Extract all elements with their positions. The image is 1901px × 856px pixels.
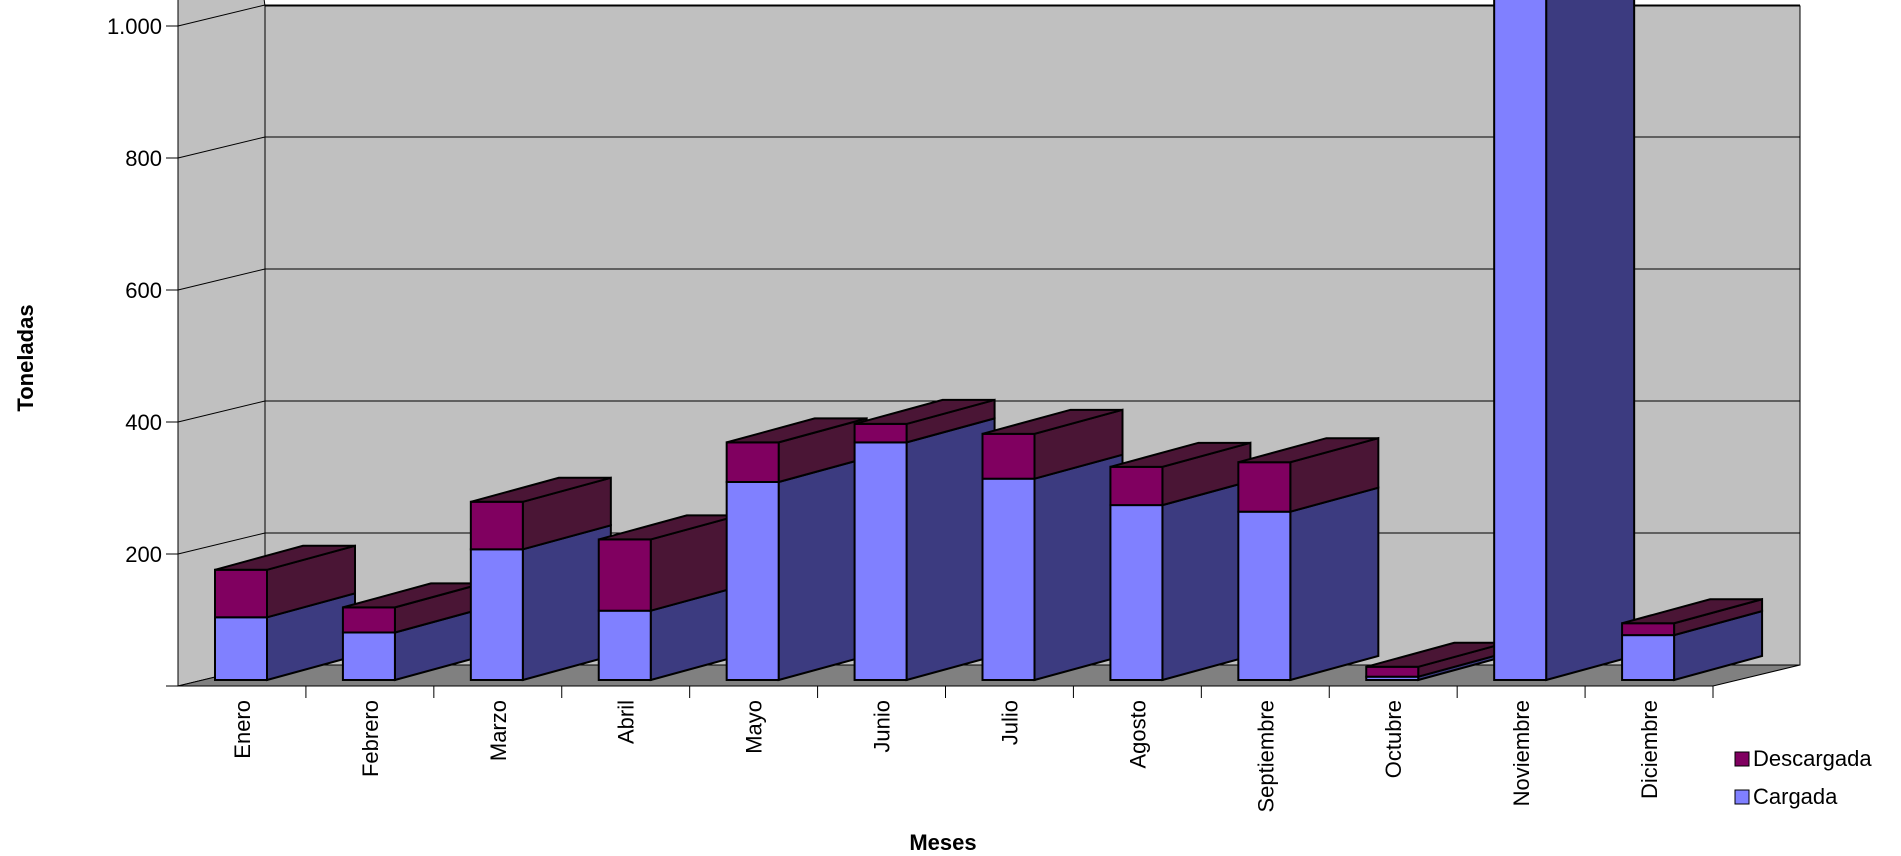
bar-cargada [469, 548, 524, 681]
x-tick-label: Mayo [742, 700, 767, 754]
legend-swatch [1734, 789, 1750, 805]
bar-cargada [1621, 634, 1676, 681]
bar-side-cargada [521, 524, 612, 682]
x-tick-label: Febrero [358, 700, 383, 777]
bar-descargada [214, 568, 268, 619]
bar-side-cargada [905, 417, 996, 682]
gridline-side [177, 400, 266, 423]
bar-side-cargada [777, 456, 868, 682]
x-tick-label: Noviembre [1509, 700, 1534, 806]
bar-descargada [1237, 461, 1292, 513]
bar-top [1238, 437, 1379, 464]
bar-top [1110, 441, 1251, 468]
bar-cargada [214, 616, 268, 681]
y-tick-label: 400 [125, 410, 162, 435]
bar-side-cargada [1289, 486, 1380, 682]
y-tick-label: 1.000 [107, 14, 162, 39]
y-axis-ticks: 2004006008001.0001.2001.4001.6001.8002.0… [107, 0, 1713, 687]
bar-cargada [597, 609, 652, 682]
bar-descargada [1109, 465, 1164, 507]
x-tick-label: Abril [614, 700, 639, 744]
bar-descargada [725, 441, 780, 483]
bar-descargada [853, 422, 908, 444]
bar-side-cargada [1161, 479, 1252, 682]
bar-top [214, 544, 356, 571]
x-tick-label: Septiembre [1253, 700, 1278, 813]
x-axis-ticks: Enero Febrero Marzo Abril Mayo Junio Julio Agos… [230, 686, 1714, 813]
gridline-side [177, 532, 266, 555]
bar-descargada [1621, 622, 1676, 637]
x-tick-label: Octubre [1381, 700, 1406, 778]
bar-cargada [1493, 0, 1548, 682]
bar-top [726, 417, 867, 444]
bar-top [982, 408, 1123, 435]
bar-side-cargada [1545, 0, 1636, 682]
bar-cargada [853, 441, 908, 681]
legend-swatch [1734, 751, 1750, 767]
bar-top [854, 398, 995, 425]
x-tick-label: Agosto [1125, 700, 1150, 769]
bar-descargada [469, 500, 524, 551]
bar-descargada [1365, 665, 1420, 678]
bar-cargada [725, 481, 780, 681]
bar-side-cargada [1033, 453, 1124, 682]
legend: Descargada Cargada [1734, 746, 1872, 809]
bar-descargada [597, 538, 652, 612]
bar-cargada [341, 631, 396, 681]
x-tick-label: Diciembre [1637, 700, 1662, 799]
bar-cargada [981, 477, 1036, 682]
bar-descargada [341, 606, 396, 634]
bar-top [1621, 598, 1763, 625]
gridline-side [177, 4, 266, 27]
gridline-side [177, 268, 266, 291]
bar-descargada [981, 432, 1036, 480]
legend-label: Cargada [1753, 784, 1838, 809]
legend-label: Descargada [1753, 746, 1872, 771]
x-axis-title: Meses [909, 830, 976, 855]
gridline-side [177, 136, 266, 159]
x-tick-label: Enero [230, 700, 255, 759]
bar-cargada [1237, 510, 1292, 682]
x-tick-label: Julio [997, 700, 1022, 745]
bar-cargada [1109, 504, 1164, 681]
x-tick-label: Junio [870, 700, 895, 753]
bar-top [470, 476, 612, 503]
y-tick-label: 600 [125, 278, 162, 303]
bar-group [214, 0, 1764, 682]
y-axis-title: Toneladas [13, 304, 38, 411]
y-tick-label: 800 [125, 146, 162, 171]
x-tick-label: Marzo [486, 700, 511, 761]
y-tick-label: 200 [125, 542, 162, 567]
